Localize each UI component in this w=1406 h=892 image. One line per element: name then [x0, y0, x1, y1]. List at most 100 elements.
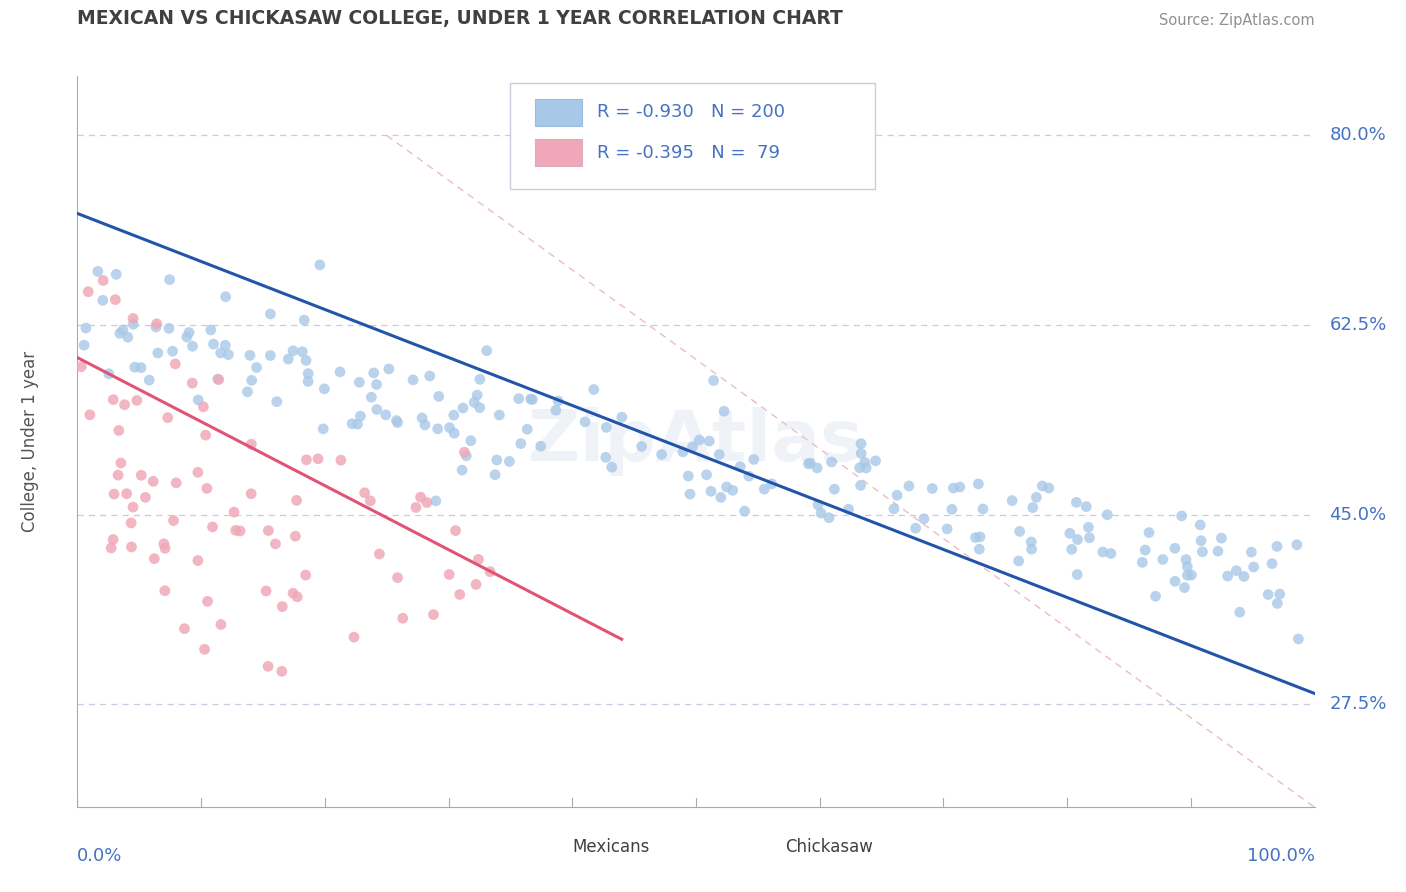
- Point: [1170, 508, 1192, 523]
- Point: [353, 485, 375, 500]
- Point: [897, 479, 920, 493]
- Point: [851, 446, 873, 460]
- Point: [508, 392, 530, 406]
- Point: [439, 567, 461, 582]
- Point: [73, 338, 96, 352]
- Text: R = -0.395   N =  79: R = -0.395 N = 79: [598, 144, 780, 161]
- Point: [229, 524, 252, 538]
- Point: [1097, 508, 1119, 522]
- Point: [697, 434, 720, 448]
- Point: [295, 353, 318, 368]
- Point: [761, 476, 783, 491]
- Point: [1130, 555, 1153, 569]
- Point: [129, 360, 152, 375]
- Point: [734, 504, 756, 518]
- Point: [159, 273, 181, 287]
- Point: [134, 491, 156, 505]
- Point: [145, 317, 167, 331]
- Point: [969, 530, 991, 544]
- Point: [340, 417, 363, 431]
- Point: [465, 577, 488, 591]
- Point: [1175, 559, 1198, 574]
- Point: [509, 436, 531, 450]
- Point: [124, 360, 146, 375]
- Point: [1019, 535, 1042, 549]
- Point: [1076, 500, 1098, 514]
- Point: [754, 482, 776, 496]
- Point: [1038, 481, 1060, 495]
- Point: [516, 422, 538, 436]
- Point: [207, 372, 229, 386]
- Point: [797, 457, 820, 471]
- Text: Mexicans: Mexicans: [572, 838, 650, 855]
- Point: [308, 258, 330, 272]
- Point: [1135, 543, 1157, 558]
- Point: [329, 453, 352, 467]
- FancyBboxPatch shape: [536, 99, 582, 126]
- Point: [1078, 531, 1101, 545]
- Point: [122, 317, 145, 331]
- Point: [936, 522, 959, 536]
- Point: [479, 565, 502, 579]
- Point: [114, 398, 136, 412]
- Point: [387, 571, 409, 585]
- Point: [1022, 500, 1045, 515]
- Point: [108, 424, 131, 438]
- Point: [284, 529, 307, 543]
- Text: 27.5%: 27.5%: [1330, 696, 1386, 714]
- Point: [153, 537, 176, 551]
- Point: [91, 293, 114, 308]
- Point: [1189, 533, 1212, 548]
- Point: [855, 461, 877, 475]
- Point: [883, 501, 905, 516]
- Point: [105, 268, 128, 282]
- Text: 0.0%: 0.0%: [77, 847, 122, 865]
- Point: [193, 400, 215, 414]
- Point: [1267, 596, 1289, 610]
- Point: [1175, 552, 1198, 566]
- Point: [277, 352, 299, 367]
- Point: [1091, 545, 1114, 559]
- Point: [1060, 542, 1083, 557]
- Point: [281, 586, 304, 600]
- Point: [257, 524, 280, 538]
- Point: [742, 452, 765, 467]
- Point: [600, 460, 623, 475]
- Point: [1173, 581, 1195, 595]
- Point: [246, 360, 269, 375]
- Point: [391, 611, 413, 625]
- Point: [264, 537, 287, 551]
- Point: [209, 346, 232, 360]
- Point: [100, 541, 122, 555]
- FancyBboxPatch shape: [516, 834, 564, 860]
- Point: [257, 659, 280, 673]
- Point: [292, 313, 315, 327]
- Text: MEXICAN VS CHICKASAW COLLEGE, UNDER 1 YEAR CORRELATION CHART: MEXICAN VS CHICKASAW COLLEGE, UNDER 1 YE…: [77, 9, 844, 29]
- Point: [195, 482, 218, 496]
- Point: [138, 373, 160, 387]
- Point: [1286, 632, 1309, 646]
- Point: [710, 491, 733, 505]
- Point: [1257, 588, 1279, 602]
- Point: [848, 460, 870, 475]
- Point: [1144, 589, 1167, 603]
- Point: [519, 392, 541, 406]
- Point: [886, 488, 908, 502]
- Point: [312, 422, 335, 436]
- Text: College, Under 1 year: College, Under 1 year: [21, 351, 39, 533]
- Point: [700, 484, 723, 499]
- Point: [387, 416, 409, 430]
- Point: [416, 495, 439, 509]
- Point: [374, 408, 396, 422]
- Point: [1189, 518, 1212, 533]
- Point: [1066, 495, 1088, 509]
- Point: [87, 264, 110, 278]
- Point: [425, 494, 447, 508]
- Point: [1229, 605, 1251, 619]
- Point: [101, 533, 124, 547]
- Point: [122, 500, 145, 515]
- Point: [1180, 568, 1202, 582]
- Point: [79, 408, 101, 422]
- Point: [468, 372, 491, 386]
- Point: [111, 323, 134, 337]
